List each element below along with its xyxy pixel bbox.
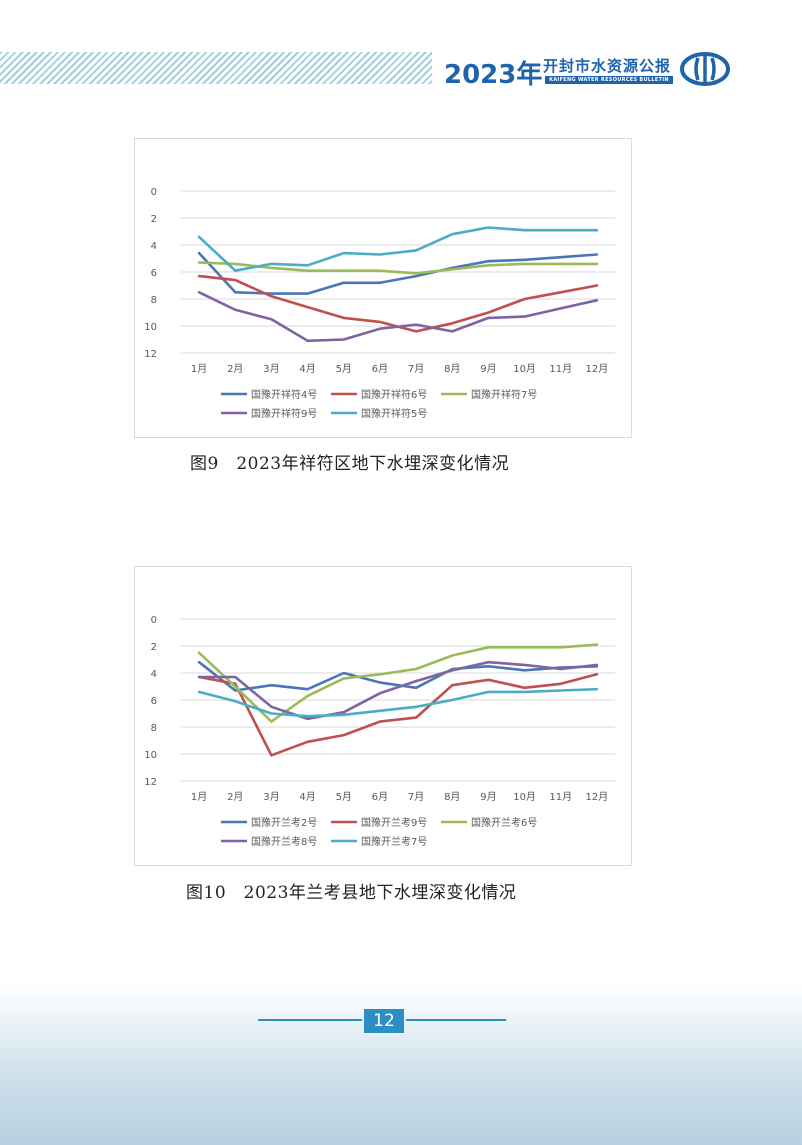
chart-xiangfu-box: 0 2 4 6 8 10 12 1月 2月 3月 4月 5月 6月 7月 8月 9月 10月 11月 12月国豫开祥… bbox=[134, 138, 632, 438]
x-tick-label: 7月 bbox=[408, 791, 424, 803]
figure-10-caption: 图10 2023年兰考县地下水埋深变化情况 bbox=[186, 883, 517, 903]
figure-9-caption: 图9 2023年祥符区地下水埋深变化情况 bbox=[190, 454, 510, 474]
legend-label: 国豫开祥符7号 bbox=[471, 388, 537, 401]
y-tick-label: 2 bbox=[151, 642, 157, 653]
y-tick-label: 8 bbox=[151, 723, 157, 734]
y-tick-label: 10 bbox=[144, 750, 157, 761]
y-tick-label: 4 bbox=[151, 669, 157, 680]
x-tick-label: 9月 bbox=[480, 363, 496, 375]
water-logo-icon bbox=[680, 52, 730, 86]
series-line bbox=[197, 643, 599, 723]
legend-label: 国豫开兰考8号 bbox=[251, 835, 317, 848]
legend-label: 国豫开兰考7号 bbox=[361, 835, 427, 848]
series-line bbox=[197, 274, 599, 333]
series-line bbox=[197, 687, 599, 718]
x-tick-label: 10月 bbox=[513, 363, 536, 375]
x-tick-label: 6月 bbox=[372, 791, 388, 803]
x-tick-label: 11月 bbox=[549, 791, 572, 803]
legend-label: 国豫开祥符6号 bbox=[361, 388, 427, 401]
y-tick-label: 4 bbox=[151, 241, 157, 252]
y-tick-label: 6 bbox=[151, 268, 157, 279]
y-tick-label: 12 bbox=[144, 349, 157, 360]
x-tick-label: 10月 bbox=[513, 791, 536, 803]
header-year: 2023年 bbox=[444, 60, 543, 90]
page-number-rule-left bbox=[258, 1019, 362, 1021]
x-tick-label: 9月 bbox=[480, 791, 496, 803]
legend-label: 国豫开兰考9号 bbox=[361, 816, 427, 829]
y-tick-label: 10 bbox=[144, 322, 157, 333]
series-line bbox=[197, 673, 599, 757]
x-tick-label: 5月 bbox=[336, 363, 352, 375]
x-tick-label: 5月 bbox=[336, 791, 352, 803]
chart-lankao-box: 0 2 4 6 8 10 12 1月 2月 3月 4月 5月 6月 7月 8月 9月 10月 11月 12月国豫开兰… bbox=[134, 566, 632, 866]
header-title: 开封市水资源公报 bbox=[543, 57, 672, 75]
x-tick-label: 4月 bbox=[299, 363, 315, 375]
x-tick-label: 12月 bbox=[586, 791, 609, 803]
legend-label: 国豫开祥符9号 bbox=[251, 407, 317, 420]
series-line bbox=[197, 226, 599, 272]
legend-label: 国豫开兰考2号 bbox=[251, 816, 317, 829]
y-tick-label: 0 bbox=[151, 615, 157, 626]
x-tick-label: 2月 bbox=[227, 363, 243, 375]
x-tick-label: 4月 bbox=[299, 791, 315, 803]
series-line bbox=[197, 291, 599, 343]
x-tick-label: 8月 bbox=[444, 363, 460, 375]
x-tick-label: 2月 bbox=[227, 791, 243, 803]
y-tick-label: 0 bbox=[151, 187, 157, 198]
page-number-rule-right bbox=[406, 1019, 506, 1021]
x-tick-label: 3月 bbox=[263, 791, 279, 803]
header-subtitle: KAIFENG WATER RESOURCES BULLETIN bbox=[545, 76, 673, 84]
series-line bbox=[197, 660, 599, 692]
page-number: 12 bbox=[364, 1009, 404, 1033]
y-tick-label: 8 bbox=[151, 295, 157, 306]
x-tick-label: 1月 bbox=[191, 791, 207, 803]
chart-xiangfu: 0 2 4 6 8 10 12 1月 2月 3月 4月 5月 6月 7月 8月 9月 10月 11月 12月国豫开祥… bbox=[144, 187, 615, 420]
legend-label: 国豫开祥符5号 bbox=[361, 407, 427, 420]
x-tick-label: 6月 bbox=[372, 363, 388, 375]
series-line bbox=[197, 261, 599, 275]
legend-label: 国豫开兰考6号 bbox=[471, 816, 537, 829]
chart-lankao: 0 2 4 6 8 10 12 1月 2月 3月 4月 5月 6月 7月 8月 9月 10月 11月 12月国豫开兰… bbox=[144, 615, 615, 848]
x-tick-label: 8月 bbox=[444, 791, 460, 803]
legend-label: 国豫开祥符4号 bbox=[251, 388, 317, 401]
series-line bbox=[197, 660, 599, 721]
x-tick-label: 1月 bbox=[191, 363, 207, 375]
x-tick-label: 3月 bbox=[263, 363, 279, 375]
x-tick-label: 11月 bbox=[549, 363, 572, 375]
x-tick-label: 7月 bbox=[408, 363, 424, 375]
header-hatch-band bbox=[0, 52, 432, 84]
x-tick-label: 12月 bbox=[586, 363, 609, 375]
series-line bbox=[197, 251, 599, 295]
y-tick-label: 2 bbox=[151, 214, 157, 225]
y-tick-label: 6 bbox=[151, 696, 157, 707]
y-tick-label: 12 bbox=[144, 777, 157, 788]
